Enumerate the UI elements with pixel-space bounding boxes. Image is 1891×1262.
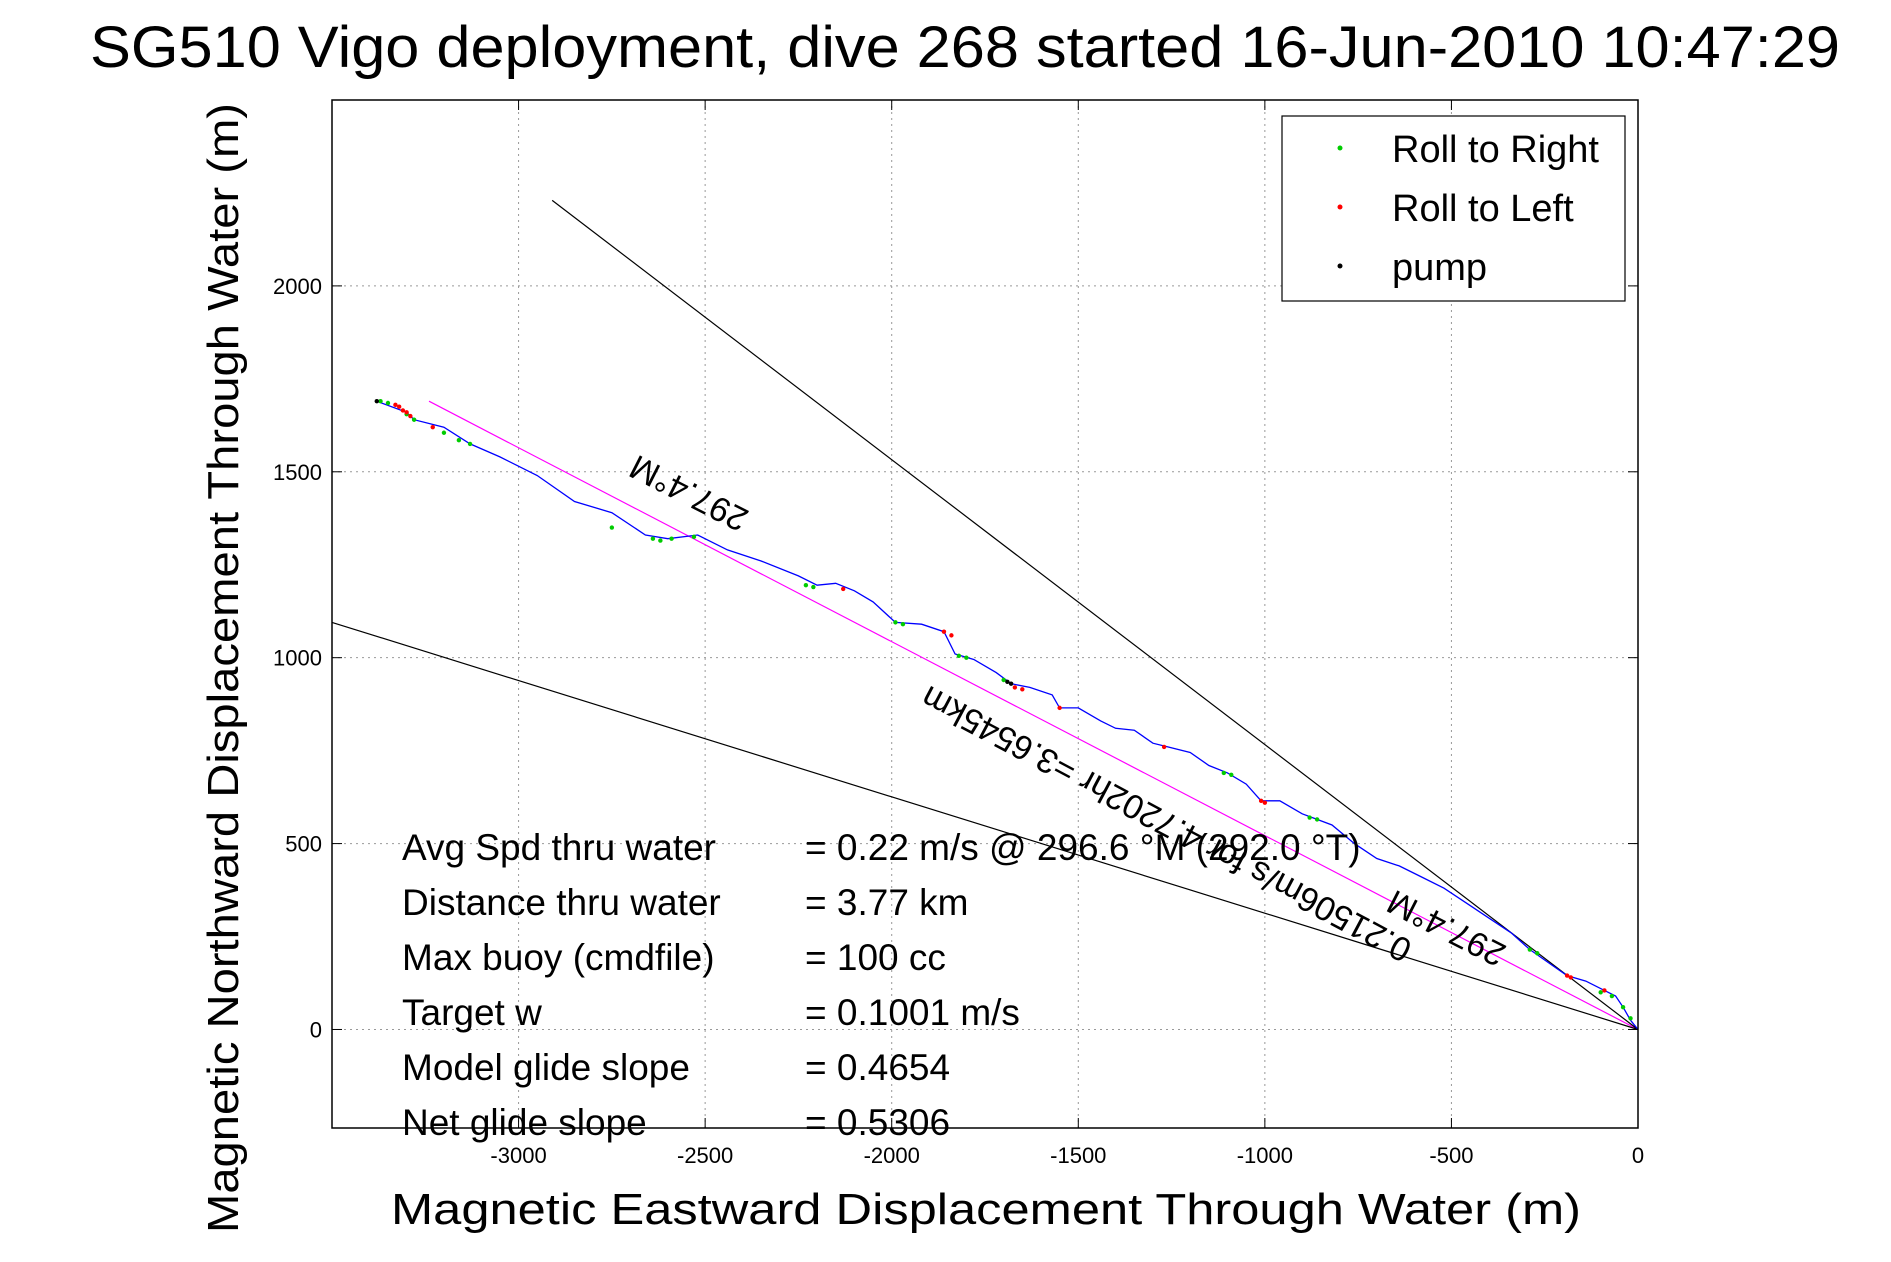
roll-to-left-point-3 bbox=[404, 410, 409, 415]
roll-to-right-point-17 bbox=[964, 655, 969, 660]
roll-to-right-point-0 bbox=[378, 398, 383, 404]
x-tick-label-3: -1500 bbox=[1050, 1143, 1106, 1168]
roll-to-right-point-27 bbox=[1620, 1004, 1626, 1010]
roll-to-left-point-16 bbox=[1568, 975, 1574, 980]
pump-point-0 bbox=[374, 398, 379, 404]
roll-to-right-point-19 bbox=[1221, 770, 1227, 776]
y-tick-label-0: 0 bbox=[310, 1017, 322, 1042]
roll-to-left-point-8 bbox=[949, 633, 954, 638]
plot-frame bbox=[331, 99, 1639, 1129]
roll-to-right-point-28 bbox=[1628, 1016, 1633, 1021]
x-tick-label-6: 0 bbox=[1632, 1143, 1644, 1168]
stat-value-1: = 3.77 km bbox=[805, 882, 969, 923]
stat-label-0: Avg Spd thru water bbox=[402, 827, 716, 868]
lower-envelope bbox=[331, 621, 1639, 1031]
roll-to-left-point-12 bbox=[1161, 744, 1167, 750]
x-tick-label-4: -1000 bbox=[1237, 1143, 1293, 1168]
roll-to-right-point-10 bbox=[669, 536, 674, 541]
stat-label-1: Distance thru water bbox=[402, 882, 721, 923]
stat-value-2: = 100 cc bbox=[805, 937, 946, 978]
roll-to-right-point-24 bbox=[1535, 951, 1540, 956]
roll-to-left-point-6 bbox=[841, 586, 846, 592]
roll-to-left-point-10 bbox=[1020, 687, 1025, 692]
roll-to-left-point-7 bbox=[941, 629, 947, 634]
roll-to-right-point-18 bbox=[1001, 677, 1006, 683]
roll-to-right-point-15 bbox=[900, 622, 906, 627]
y-tick-label-4: 2000 bbox=[273, 274, 322, 299]
stat-label-3: Target w bbox=[402, 992, 542, 1033]
stat-value-3: = 0.1001 m/s bbox=[805, 992, 1020, 1033]
roll-to-right-point-4 bbox=[441, 430, 447, 435]
y-axis-label: Magnetic Northward Displacement Through … bbox=[199, 103, 248, 1233]
stat-value-0: = 0.22 m/s @ 296.6 °M (292.0 °T) bbox=[805, 827, 1361, 868]
ticks: -3000 -2500 -2000 -1500 -1000 -500 0 0 500 1000 15… bbox=[273, 100, 1644, 1168]
upper-envelope bbox=[551, 199, 1639, 1030]
roll-to-right-point-21 bbox=[1307, 815, 1312, 820]
roll-to-right-point-3 bbox=[411, 417, 417, 422]
roll-to-right-point-14 bbox=[893, 620, 898, 625]
stat-value-4: = 0.4654 bbox=[805, 1047, 950, 1088]
legend-marker-pump bbox=[1337, 263, 1343, 269]
roll-to-left-point-13 bbox=[1258, 798, 1264, 804]
legend-label-pump: pump bbox=[1392, 247, 1487, 289]
stats-block: Avg Spd thru water = 0.22 m/s @ 296.6 °M … bbox=[402, 827, 1361, 1143]
roll-to-left-point-5 bbox=[430, 424, 435, 430]
x-tick-label-0: -3000 bbox=[490, 1143, 546, 1168]
roll-to-right-point-6 bbox=[467, 441, 473, 447]
y-tick-label-3: 1500 bbox=[273, 460, 322, 485]
stat-label-5: Net glide slope bbox=[402, 1102, 647, 1143]
roll-to-right-point-16 bbox=[956, 653, 962, 659]
reference-lines bbox=[331, 199, 1639, 1031]
legend-marker-roll-to-right bbox=[1337, 145, 1343, 151]
track bbox=[376, 400, 1639, 1030]
pump-point-2 bbox=[1008, 681, 1014, 686]
track-line bbox=[376, 400, 1639, 1030]
roll-to-left-point-14 bbox=[1262, 800, 1268, 805]
roll-to-left-point-17 bbox=[1602, 988, 1607, 993]
roll-to-right-point-13 bbox=[811, 584, 816, 590]
roll-to-right-point-22 bbox=[1314, 817, 1320, 822]
y-tick-label-1: 500 bbox=[285, 832, 322, 857]
heading-line bbox=[428, 400, 1639, 1031]
roll-to-right-point-12 bbox=[803, 582, 809, 588]
data-points bbox=[374, 398, 1633, 1021]
x-tick-label-2: -2000 bbox=[864, 1143, 920, 1168]
roll-to-right-point-8 bbox=[650, 536, 656, 541]
legend-marker-roll-to-left bbox=[1337, 204, 1343, 210]
legend: Roll to Right Roll to Left pump bbox=[1281, 115, 1626, 302]
roll-to-left-point-1 bbox=[396, 404, 402, 409]
roll-to-right-point-25 bbox=[1598, 990, 1603, 995]
roll-to-left-point-2 bbox=[400, 408, 406, 413]
grid bbox=[332, 100, 1639, 1128]
chart-title: SG510 Vigo deployment, dive 268 started … bbox=[90, 15, 1840, 80]
roll-to-right-point-11 bbox=[691, 534, 697, 540]
legend-label-roll-to-left: Roll to Left bbox=[1392, 188, 1574, 230]
roll-to-left-point-11 bbox=[1057, 705, 1062, 711]
roll-to-right-point-5 bbox=[456, 437, 462, 443]
stat-label-4: Model glide slope bbox=[402, 1047, 690, 1088]
x-tick-label-1: -2500 bbox=[677, 1143, 733, 1168]
roll-to-right-point-20 bbox=[1229, 772, 1234, 777]
roll-to-right-point-26 bbox=[1609, 993, 1615, 999]
roll-to-right-point-9 bbox=[658, 538, 663, 543]
stat-value-5: = 0.5306 bbox=[805, 1102, 950, 1143]
y-tick-label-2: 1000 bbox=[273, 646, 322, 671]
stat-label-2: Max buoy (cmdfile) bbox=[402, 937, 715, 978]
x-axis-label: Magnetic Eastward Displacement Through W… bbox=[391, 1185, 1581, 1234]
roll-to-left-point-4 bbox=[408, 413, 413, 419]
roll-to-left-point-15 bbox=[1564, 973, 1570, 978]
roll-to-left-point-9 bbox=[1012, 685, 1018, 690]
roll-to-left-point-0 bbox=[393, 402, 398, 408]
pump-point-1 bbox=[1005, 679, 1010, 685]
roll-to-right-point-1 bbox=[385, 400, 391, 406]
roll-to-right-point-7 bbox=[609, 525, 615, 530]
roll-to-right-point-23 bbox=[1527, 947, 1532, 952]
legend-label-roll-to-right: Roll to Right bbox=[1392, 129, 1599, 171]
x-tick-label-5: -500 bbox=[1429, 1143, 1473, 1168]
